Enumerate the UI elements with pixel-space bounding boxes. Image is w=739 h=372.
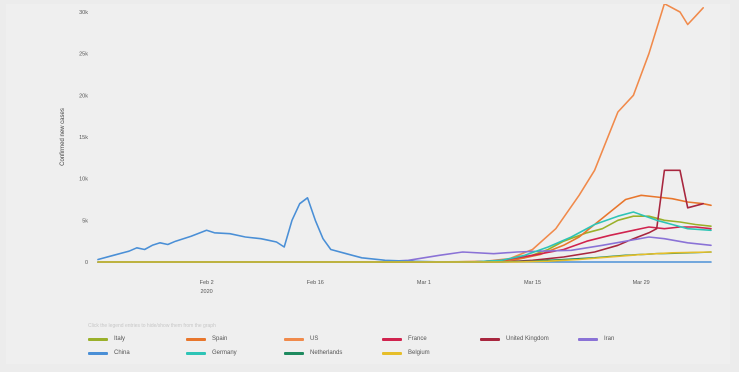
legend-label: Iran (604, 336, 615, 342)
legend-label: Italy (114, 336, 126, 342)
series-line-spain (97, 194, 712, 263)
y-tick-label: 25k (79, 52, 88, 58)
legend-label: Germany (212, 350, 237, 356)
legend-swatch (382, 337, 402, 341)
series-line-germany (97, 211, 712, 263)
y-tick-label: 15k (79, 135, 88, 141)
y-tick-label: 30k (79, 10, 88, 16)
legend-item-germany[interactable]: Germany (186, 348, 237, 358)
legend-swatch (480, 337, 500, 341)
legend-swatch (186, 337, 206, 341)
legend-item-iran[interactable]: Iran (578, 334, 614, 344)
y-tick-label: 20k (79, 93, 88, 99)
legend-label: China (114, 350, 130, 356)
y-tick-label: 10k (79, 177, 88, 183)
legend-item-france[interactable]: France (382, 334, 427, 344)
legend-swatch (578, 337, 598, 341)
legend-item-china[interactable]: China (88, 348, 130, 358)
y-axis-label: Confirmed new cases (60, 108, 66, 166)
x-tick-label: Feb 16 (307, 280, 324, 286)
legend-label: Spain (212, 336, 228, 342)
legend-item-belgium[interactable]: Belgium (382, 348, 430, 358)
legend-item-united-kingdom[interactable]: United Kingdom (480, 334, 549, 344)
legend-hint: Click the legend entries to hide/show th… (88, 323, 216, 329)
legend-label: France (408, 336, 427, 342)
series-line-united-kingdom (97, 169, 704, 263)
legend-swatch (284, 337, 304, 341)
y-tick-label: 0 (85, 260, 88, 266)
legend-item-netherlands[interactable]: Netherlands (284, 348, 342, 358)
series-line-iran (97, 236, 712, 263)
x-tick-label: Mar 29 (633, 280, 650, 286)
x-tick-sublabel: 2020 (201, 289, 213, 295)
legend-label: US (310, 336, 319, 342)
legend-item-italy[interactable]: Italy (88, 334, 125, 344)
legend-label: United Kingdom (506, 336, 549, 342)
legend-swatch (284, 351, 304, 355)
y-tick-label: 5k (82, 218, 88, 224)
line-chart: Confirmed new cases 0 5k 10k 15k 20k 25k 30k Feb… (60, 2, 712, 295)
chart-card: Confirmed new cases 0 5k 10k 15k 20k 25k 30k Feb… (6, 2, 730, 364)
chart-legend: Italy Spain US France United Kingdom Iran Chin… (88, 334, 728, 366)
legend-item-us[interactable]: US (284, 334, 318, 344)
legend-swatch (88, 351, 108, 355)
legend-swatch (88, 337, 108, 341)
x-tick-label: Mar 15 (524, 280, 541, 286)
legend-item-spain[interactable]: Spain (186, 334, 227, 344)
legend-label: Netherlands (310, 350, 343, 356)
x-tick-label: Mar 1 (417, 280, 431, 286)
legend-swatch (382, 351, 402, 355)
series-line-china (97, 197, 712, 263)
x-tick-label: Feb 2 (200, 280, 214, 286)
legend-label: Belgium (408, 350, 430, 356)
legend-swatch (186, 351, 206, 355)
series-line-belgium (97, 251, 712, 263)
